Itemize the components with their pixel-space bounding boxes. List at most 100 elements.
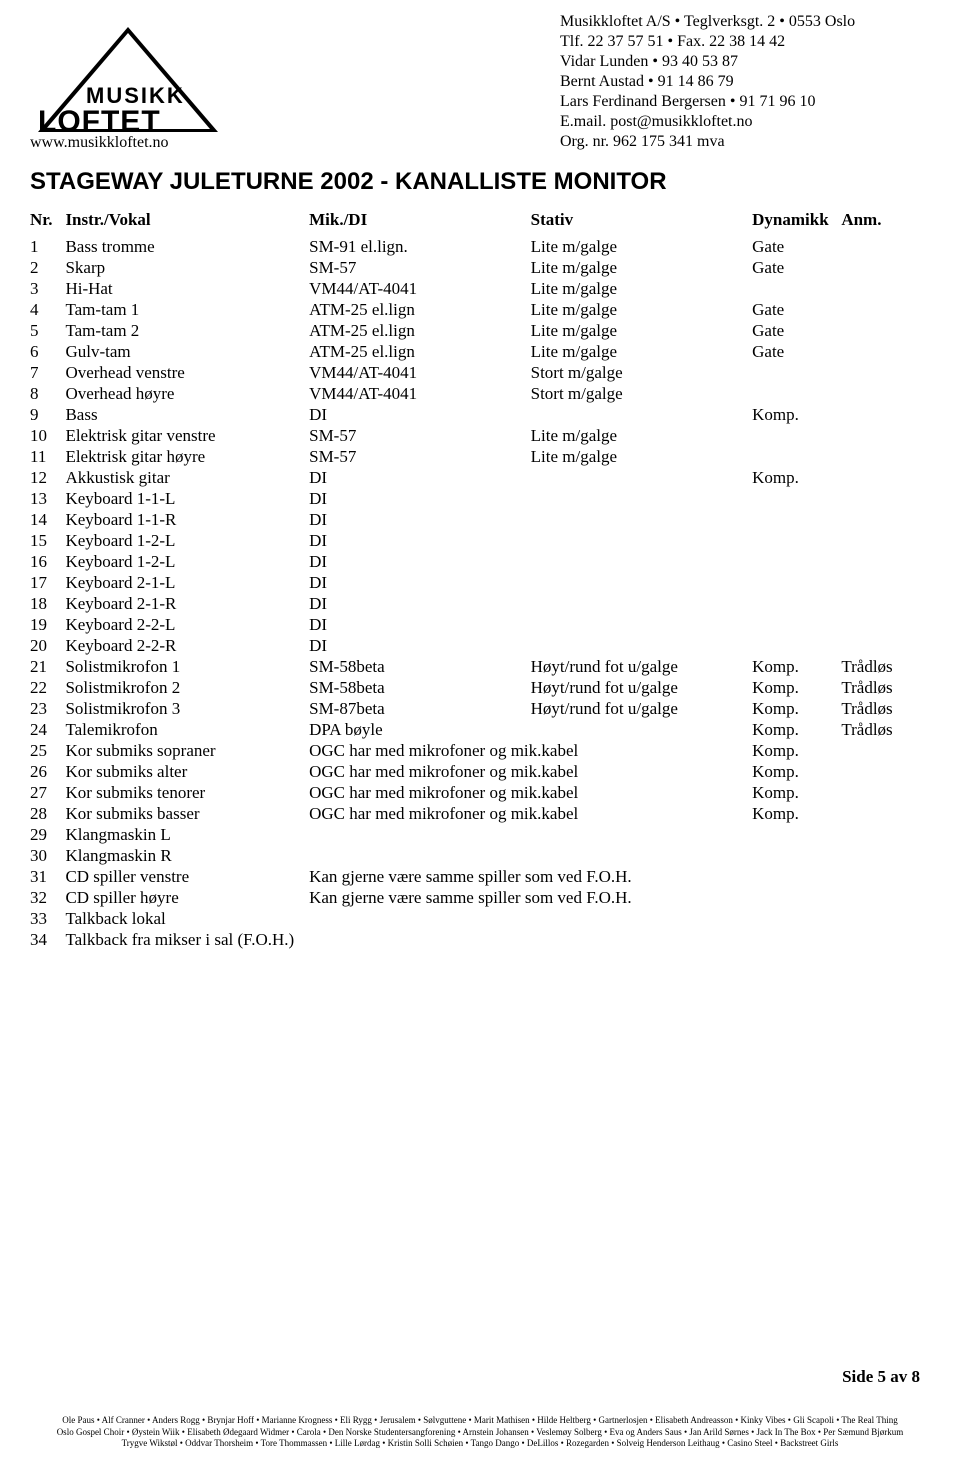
table-header-row: Nr. Instr./Vokal Mik./DI Stativ Dynamikk… — [30, 210, 930, 236]
table-row: 10Elektrisk gitar venstreSM-57Lite m/gal… — [30, 425, 930, 446]
cell-instr: Overhead venstre — [65, 362, 309, 383]
cell-nr: 17 — [30, 572, 65, 593]
table-row: 15Keyboard 1-2-LDI — [30, 530, 930, 551]
cell-dyn — [752, 887, 841, 908]
cell-mik: OGC har med mikrofoner og mik.kabel — [309, 761, 752, 782]
cell-nr: 14 — [30, 509, 65, 530]
cell-nr: 23 — [30, 698, 65, 719]
cell-nr: 15 — [30, 530, 65, 551]
cell-instr: Keyboard 2-1-L — [65, 572, 309, 593]
cell-nr: 21 — [30, 656, 65, 677]
cell-mik: DI — [309, 635, 531, 656]
cell-instr: Keyboard 1-1-L — [65, 488, 309, 509]
document-title: STAGEWAY JULETURNE 2002 - KANALLISTE MON… — [30, 168, 930, 196]
cell-dyn: Gate — [752, 341, 841, 362]
cell-dyn — [752, 845, 841, 866]
cell-mik: VM44/AT-4041 — [309, 362, 531, 383]
cell-dyn: Komp. — [752, 782, 841, 803]
table-row: 6Gulv-tamATM-25 el.lignLite m/galgeGate — [30, 341, 930, 362]
table-row: 25Kor submiks sopranerOGC har med mikrof… — [30, 740, 930, 761]
cell-nr: 33 — [30, 908, 65, 929]
cell-stativ — [531, 488, 753, 509]
footer-line: Trygve Wikstøl • Oddvar Thorsheim • Tore… — [16, 1438, 944, 1449]
cell-nr: 2 — [30, 257, 65, 278]
cell-mik: DI — [309, 509, 531, 530]
cell-nr: 7 — [30, 362, 65, 383]
table-row: 24TalemikrofonDPA bøyleKomp.Trådløs — [30, 719, 930, 740]
cell-instr: Keyboard 2-2-R — [65, 635, 309, 656]
cell-mik: ATM-25 el.lign — [309, 299, 531, 320]
cell-dyn — [752, 278, 841, 299]
cell-dyn — [752, 866, 841, 887]
table-row: 8Overhead høyreVM44/AT-4041Stort m/galge — [30, 383, 930, 404]
cell-instr: Bass — [65, 404, 309, 425]
cell-stativ: Lite m/galge — [531, 341, 753, 362]
col-header-dyn: Dynamikk — [752, 210, 841, 236]
cell-mik — [309, 908, 531, 929]
cell-instr: Akkustisk gitar — [65, 467, 309, 488]
cell-dyn: Komp. — [752, 656, 841, 677]
cell-stativ — [531, 467, 753, 488]
cell-anm: Trådløs — [841, 656, 930, 677]
cell-dyn — [752, 593, 841, 614]
cell-nr: 22 — [30, 677, 65, 698]
table-row: 5Tam-tam 2ATM-25 el.lignLite m/galgeGate — [30, 320, 930, 341]
cell-stativ — [531, 530, 753, 551]
cell-mik: DI — [309, 572, 531, 593]
cell-anm — [841, 782, 930, 803]
table-row: 13Keyboard 1-1-LDI — [30, 488, 930, 509]
cell-mik: SM-87beta — [309, 698, 531, 719]
cell-instr: Keyboard 1-1-R — [65, 509, 309, 530]
cell-stativ: Høyt/rund fot u/galge — [531, 698, 753, 719]
cell-dyn — [752, 530, 841, 551]
cell-dyn — [752, 362, 841, 383]
cell-instr: Bass tromme — [65, 236, 309, 257]
cell-dyn: Komp. — [752, 740, 841, 761]
cell-mik: OGC har med mikrofoner og mik.kabel — [309, 803, 752, 824]
table-row: 32CD spiller høyreKan gjerne være samme … — [30, 887, 930, 908]
cell-mik: SM-57 — [309, 446, 531, 467]
table-row: 17Keyboard 2-1-LDI — [30, 572, 930, 593]
cell-stativ: Stort m/galge — [531, 383, 753, 404]
cell-anm — [841, 404, 930, 425]
cell-nr: 6 — [30, 341, 65, 362]
cell-instr: Solistmikrofon 2 — [65, 677, 309, 698]
table-row: 30Klangmaskin R — [30, 845, 930, 866]
cell-anm — [841, 614, 930, 635]
cell-stativ: Stort m/galge — [531, 362, 753, 383]
cell-stativ — [531, 824, 753, 845]
cell-stativ: Lite m/galge — [531, 425, 753, 446]
cell-nr: 27 — [30, 782, 65, 803]
cell-mik: SM-58beta — [309, 656, 531, 677]
col-header-instr: Instr./Vokal — [65, 210, 309, 236]
cell-dyn: Komp. — [752, 761, 841, 782]
cell-stativ — [531, 845, 753, 866]
cell-stativ: Lite m/galge — [531, 320, 753, 341]
cell-dyn: Gate — [752, 320, 841, 341]
cell-anm — [841, 530, 930, 551]
company-info: Musikkloftet A/S • Teglverksgt. 2 • 0553… — [560, 12, 930, 152]
cell-instr: Kor submiks sopraner — [65, 740, 309, 761]
table-row: 19Keyboard 2-2-LDI — [30, 614, 930, 635]
company-line: Musikkloftet A/S • Teglverksgt. 2 • 0553… — [560, 12, 930, 32]
cell-stativ — [531, 509, 753, 530]
table-row: 18Keyboard 2-1-RDI — [30, 593, 930, 614]
cell-nr: 1 — [30, 236, 65, 257]
cell-anm — [841, 572, 930, 593]
table-row: 2SkarpSM-57Lite m/galgeGate — [30, 257, 930, 278]
cell-nr: 29 — [30, 824, 65, 845]
table-row: 33Talkback lokal — [30, 908, 930, 929]
cell-dyn — [752, 383, 841, 404]
cell-instr: Overhead høyre — [65, 383, 309, 404]
cell-anm — [841, 887, 930, 908]
cell-stativ — [531, 404, 753, 425]
cell-nr: 10 — [30, 425, 65, 446]
cell-mik — [309, 845, 531, 866]
cell-anm — [841, 635, 930, 656]
table-row: 20Keyboard 2-2-RDI — [30, 635, 930, 656]
cell-nr: 32 — [30, 887, 65, 908]
cell-anm — [841, 362, 930, 383]
cell-anm — [841, 845, 930, 866]
cell-stativ — [531, 551, 753, 572]
cell-stativ: Lite m/galge — [531, 236, 753, 257]
